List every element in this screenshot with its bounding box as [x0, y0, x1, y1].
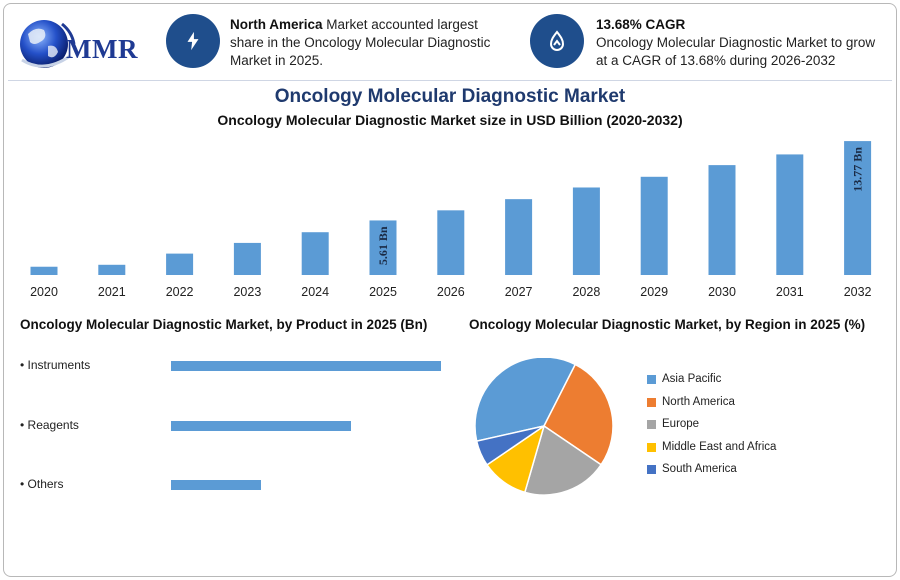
pie-slice-asia-pacific — [474, 358, 577, 443]
bar-2024 — [301, 232, 329, 275]
info-badge-1 — [166, 14, 220, 68]
bar-2029 — [640, 176, 668, 275]
bar-2027 — [505, 199, 533, 275]
legend-item-middle-east-and-africa: Middle East and Africa — [647, 441, 776, 453]
year-label-2025: 2025 — [369, 285, 397, 299]
year-label-2028: 2028 — [572, 285, 600, 299]
bar-2031 — [776, 154, 804, 275]
info-1-bold: North America — [230, 17, 323, 32]
product-label-0: • Instruments — [20, 358, 91, 372]
info-badge-2 — [530, 14, 584, 68]
bar-2030 — [708, 165, 736, 275]
legend-item-europe: Europe — [647, 418, 699, 430]
mmr-globe-logo — [20, 20, 76, 68]
year-label-2026: 2026 — [437, 285, 465, 299]
bar-2022 — [166, 253, 194, 275]
legend-label: North America — [662, 396, 735, 408]
frame — [3, 3, 897, 577]
header-divider — [8, 80, 892, 81]
info-text-1: North America Market accounted largest s… — [230, 16, 515, 70]
growth-icon — [549, 30, 565, 51]
info-1-rest: Market accounted largest share in the On… — [230, 17, 491, 68]
legend-item-asia-pacific: Asia Pacific — [647, 373, 721, 385]
pie-slice-europe — [523, 424, 603, 496]
product-bar-0 — [171, 361, 441, 371]
region-chart-title: Oncology Molecular Diagnostic Market, by… — [469, 317, 866, 332]
year-label-2027: 2027 — [505, 285, 533, 299]
logo-text: MMR — [66, 34, 138, 64]
legend-swatch — [647, 374, 656, 384]
lightning-icon — [187, 31, 199, 51]
product-label-1: • Reagents — [20, 418, 79, 432]
legend-label: Middle East and Africa — [662, 441, 777, 453]
legend-item-north-america: North America — [647, 396, 735, 408]
year-label-2032: 2032 — [844, 285, 872, 299]
product-label-2: • Others — [20, 477, 64, 491]
year-label-2024: 2024 — [301, 285, 329, 299]
legend-label: South America — [662, 463, 737, 475]
year-label-2031: 2031 — [776, 285, 804, 299]
product-chart-title: Oncology Molecular Diagnostic Market, by… — [20, 317, 428, 332]
product-bar-2 — [171, 480, 261, 490]
pie-slice-south-america — [475, 425, 545, 466]
bar-2026 — [437, 210, 465, 275]
year-label-2029: 2029 — [640, 285, 668, 299]
product-bar-1 — [171, 421, 351, 431]
info-2-rest: Oncology Molecular Diagnostic Market to … — [596, 35, 876, 68]
info-2-bold: 13.68% CAGR — [596, 17, 686, 32]
year-label-2030: 2030 — [708, 285, 736, 299]
legend-label: Asia Pacific — [662, 373, 722, 385]
data-label-2032: 13.77 Bn — [851, 147, 865, 192]
legend-swatch — [647, 464, 656, 474]
bar-2021 — [98, 264, 126, 275]
bar-2028 — [572, 187, 600, 275]
legend-label: Europe — [662, 418, 700, 430]
year-label-2021: 2021 — [98, 285, 126, 299]
pie-slice-north-america — [543, 363, 614, 466]
legend-swatch — [647, 397, 656, 407]
region-pie-chart — [474, 358, 614, 496]
year-label-2020: 2020 — [30, 285, 58, 299]
year-label-2023: 2023 — [233, 285, 261, 299]
year-label-2022: 2022 — [166, 285, 194, 299]
legend-swatch — [647, 419, 656, 429]
main-title: Oncology Molecular Diagnostic Market — [274, 86, 626, 107]
legend-item-south-america: South America — [647, 463, 737, 475]
bar-2020 — [30, 266, 58, 275]
bar-2032 — [844, 141, 872, 275]
info-text-2: 13.68% CAGR Oncology Molecular Diagnosti… — [596, 16, 886, 70]
bar-2023 — [233, 242, 261, 275]
sub-title: Oncology Molecular Diagnostic Market siz… — [217, 112, 683, 128]
bar-2025 — [369, 220, 397, 275]
data-label-2025: 5.61 Bn — [376, 226, 390, 265]
legend-swatch — [647, 442, 656, 452]
